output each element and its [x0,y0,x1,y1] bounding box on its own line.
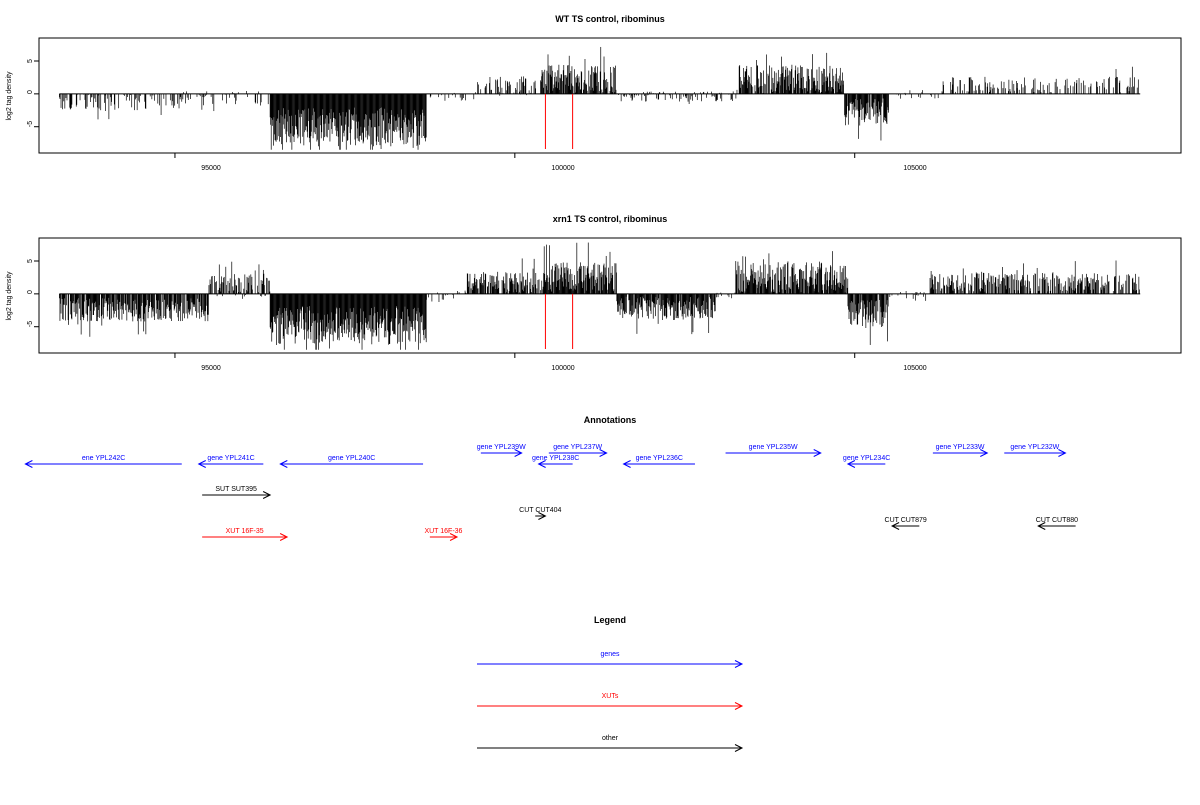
annotation-label: CUT CUT880 [1036,517,1078,524]
legend-arrow-head [734,660,744,668]
annotation-arrow-head [538,512,547,520]
xrn1-x-tick-label: 100000 [551,365,574,372]
xrn1-signal-bars [59,242,1141,350]
annotation-arrow-head [813,449,822,457]
annotation-feature: gene YPL240C [279,455,424,468]
xrn1-y-ticks: 5 0 -5 [27,259,34,327]
xrn1-y-tick-label: -5 [27,321,34,327]
annotation-feature: gene YPL232W [1004,444,1067,457]
wt-plot-frame [34,37,1182,158]
annotation-feature: gene YPL233W [932,444,989,457]
annotation-arrow-head [622,460,631,468]
annotations-track: Annotations ene YPL242C gene YPL241C gene … [24,415,1078,541]
annotation-features: ene YPL242C gene YPL241C gene YPL240C gene … [24,444,1078,541]
legend-label: other [602,735,619,742]
annotation-label: gene YPL240C [328,455,375,462]
annotation-label: gene YPL235W [749,444,798,451]
annotation-feature: CUT CUT404 [519,507,562,520]
annotation-arrow-head [537,460,546,468]
xrn1-x-ticks: 95000 100000 105000 [201,365,927,372]
wt-y-ticks: 5 0 -5 [27,59,34,127]
annotation-feature: SUT SUT395 [202,486,272,499]
xrn1-x-tick-label: 95000 [201,365,221,372]
wt-markers [544,93,574,149]
wt-panel-title: WT TS control, ribominus [555,14,665,24]
annotation-feature: ene YPL242C [24,455,182,468]
xrn1-y-tick-label: 5 [27,259,34,263]
annotation-arrow-head [197,460,206,468]
annotation-label: gene YPL238C [532,455,579,462]
wt-x-tick-label: 100000 [551,165,574,172]
legend-label: genes [600,651,620,658]
annotation-arrow-head [846,460,856,468]
wt-plot-border [38,37,1182,154]
legend-items: genes XUTs other [477,651,744,752]
annotation-feature: CUT CUT880 [1036,517,1078,530]
wt-x-ticks: 95000 100000 105000 [201,165,927,172]
annotation-label: gene YPL241C [207,455,254,462]
legend: Legend genes XUTs other [477,615,744,752]
wt-x-tick-label: 95000 [201,165,221,172]
legend-item: genes [477,651,744,668]
annotation-label: XUT 16F-35 [226,528,264,535]
annotation-arrow-head [1058,449,1067,457]
annotation-arrow-head [262,491,272,499]
wt-y-tick-label: 5 [27,59,34,63]
legend-title: Legend [594,615,626,625]
annotation-label: ene YPL242C [82,455,125,462]
annotation-arrow-head [449,533,459,541]
wt-panel: WT TS control, ribominus log2 tag densit… [6,14,1182,172]
wt-signal-bars [59,46,1141,150]
legend-item: XUTs [477,693,744,710]
annotation-feature: XUT 16F-36 [424,528,463,541]
xrn1-panel: xrn1 TS control, ribominus log2 tag dens… [6,214,1182,372]
annotation-feature: CUT CUT879 [885,517,927,530]
annotation-label: gene YPL237W [553,444,602,451]
annotation-arrow-head [279,460,288,468]
annotation-label: gene YPL239W [477,444,526,451]
xrn1-markers [544,293,574,349]
wt-y-tick-label: -5 [27,121,34,127]
xrn1-y-tick-label: 0 [27,290,34,294]
xrn1-plot-border [38,237,1182,354]
xrn1-plot-frame [34,237,1182,358]
annotation-arrow-head [1037,522,1046,530]
annotation-feature: gene YPL235W [725,444,822,457]
annotation-arrow-head [599,449,608,457]
annotation-label: SUT SUT395 [215,486,257,493]
annotation-feature: gene YPL238C [532,455,579,468]
annotation-feature: gene YPL241C [197,455,264,468]
annotation-label: CUT CUT404 [519,507,561,514]
xrn1-panel-title: xrn1 TS control, ribominus [553,214,668,224]
annotation-arrow-head [890,522,900,530]
annotation-arrow-head [980,449,989,457]
legend-arrow-head [734,744,744,752]
annotation-label: gene YPL234C [843,455,890,462]
legend-arrow-head [734,702,744,710]
annotation-feature: XUT 16F-35 [202,528,289,541]
wt-x-tick-label: 105000 [903,165,926,172]
annotations-title: Annotations [584,415,637,425]
annotation-arrow-head [24,460,33,468]
annotation-label: gene YPL232W [1010,444,1059,451]
annotation-label: XUT 16F-36 [424,528,462,535]
annotation-label: gene YPL236C [636,455,683,462]
xrn1-y-axis-label: log2 tag density [6,271,13,321]
legend-label: XUTs [602,693,619,700]
annotation-label: gene YPL233W [936,444,985,451]
annotation-arrow-head [279,533,289,541]
annotation-feature: gene YPL239W [477,444,526,457]
annotation-feature: gene YPL236C [622,455,695,468]
wt-y-axis-label: log2 tag density [6,71,13,121]
annotation-arrow-head [514,449,523,457]
annotation-feature: gene YPL237W [548,444,608,457]
legend-item: other [477,735,744,752]
xrn1-x-tick-label: 105000 [903,365,926,372]
annotation-label: CUT CUT879 [885,517,927,524]
annotation-feature: gene YPL234C [843,455,890,468]
wt-y-tick-label: 0 [27,90,34,94]
